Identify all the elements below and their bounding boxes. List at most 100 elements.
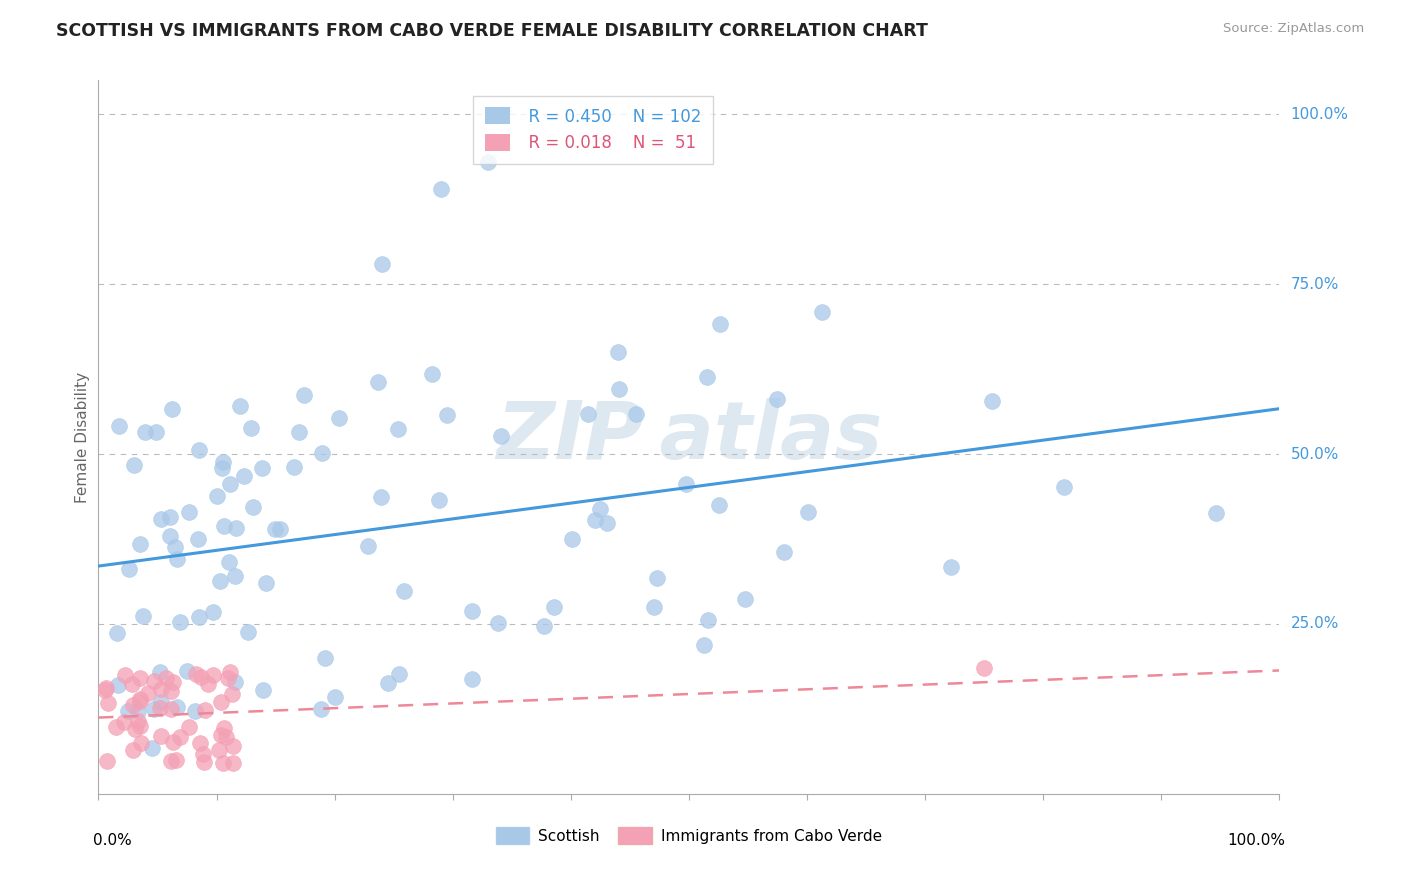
Text: SCOTTISH VS IMMIGRANTS FROM CABO VERDE FEMALE DISABILITY CORRELATION CHART: SCOTTISH VS IMMIGRANTS FROM CABO VERDE F… bbox=[56, 22, 928, 40]
Point bbox=[218, 555, 240, 569]
Point bbox=[149, 511, 172, 525]
Point bbox=[142, 702, 165, 716]
Point bbox=[94, 683, 117, 698]
Point bbox=[155, 672, 177, 686]
Point bbox=[811, 305, 834, 319]
Point bbox=[149, 665, 172, 679]
Point bbox=[460, 673, 482, 687]
Point bbox=[176, 665, 198, 679]
Point bbox=[127, 714, 149, 729]
Point bbox=[142, 673, 165, 688]
Point bbox=[136, 686, 159, 700]
Point bbox=[217, 671, 239, 685]
Point bbox=[112, 714, 135, 729]
Point bbox=[420, 367, 443, 381]
Point bbox=[128, 536, 150, 550]
Point bbox=[169, 615, 191, 629]
Point bbox=[162, 735, 184, 749]
Point bbox=[159, 683, 181, 698]
Point bbox=[766, 392, 789, 406]
Text: 100.0%: 100.0% bbox=[1227, 833, 1285, 848]
Point bbox=[626, 407, 648, 421]
Text: 50.0%: 50.0% bbox=[1291, 447, 1339, 461]
Point bbox=[543, 600, 565, 615]
Point bbox=[183, 704, 205, 718]
Text: ZIP atlas: ZIP atlas bbox=[496, 398, 882, 476]
Point bbox=[97, 696, 120, 710]
Point bbox=[1053, 480, 1076, 494]
Point bbox=[212, 455, 235, 469]
Point bbox=[193, 747, 215, 761]
Point bbox=[121, 698, 143, 712]
Point bbox=[166, 552, 188, 566]
Point bbox=[159, 754, 181, 768]
Point bbox=[283, 460, 305, 475]
Point bbox=[188, 443, 211, 458]
Point bbox=[461, 604, 484, 618]
Point bbox=[288, 425, 311, 439]
Point bbox=[533, 619, 555, 633]
Point bbox=[124, 723, 146, 737]
Point bbox=[311, 702, 333, 716]
Point bbox=[477, 154, 499, 169]
Point bbox=[169, 730, 191, 744]
Point bbox=[980, 393, 1002, 408]
Point bbox=[225, 521, 247, 535]
Point bbox=[160, 702, 183, 716]
Point bbox=[430, 182, 453, 196]
Point bbox=[121, 743, 143, 757]
Point bbox=[370, 490, 392, 504]
Point bbox=[129, 671, 152, 685]
Point bbox=[141, 740, 163, 755]
Point bbox=[1205, 506, 1227, 520]
Point bbox=[709, 318, 731, 332]
Point bbox=[589, 501, 612, 516]
Point bbox=[436, 408, 458, 422]
Point bbox=[132, 608, 155, 623]
Point bbox=[576, 407, 599, 421]
Point bbox=[707, 498, 730, 512]
Point bbox=[314, 651, 336, 665]
Legend: Scottish, Immigrants from Cabo Verde: Scottish, Immigrants from Cabo Verde bbox=[489, 821, 889, 850]
Point bbox=[134, 425, 156, 439]
Point bbox=[214, 722, 236, 736]
Point bbox=[149, 695, 172, 709]
Point bbox=[202, 605, 225, 619]
Point bbox=[675, 477, 697, 491]
Point bbox=[219, 665, 242, 680]
Text: 75.0%: 75.0% bbox=[1291, 277, 1339, 292]
Point bbox=[693, 638, 716, 652]
Point bbox=[219, 476, 242, 491]
Point bbox=[194, 703, 217, 717]
Point bbox=[215, 730, 238, 744]
Point bbox=[128, 692, 150, 706]
Text: Source: ZipAtlas.com: Source: ZipAtlas.com bbox=[1223, 22, 1364, 36]
Point bbox=[328, 411, 350, 425]
Point bbox=[177, 505, 200, 519]
Point bbox=[607, 345, 630, 359]
Point bbox=[392, 583, 415, 598]
Point bbox=[645, 570, 668, 584]
Point bbox=[773, 545, 796, 559]
Point bbox=[939, 560, 962, 574]
Point bbox=[193, 755, 215, 769]
Point bbox=[207, 743, 229, 757]
Point bbox=[596, 516, 619, 530]
Point bbox=[256, 576, 278, 591]
Point bbox=[165, 753, 187, 767]
Point bbox=[491, 429, 513, 443]
Point bbox=[269, 522, 291, 536]
Point bbox=[239, 421, 262, 435]
Point bbox=[145, 425, 167, 439]
Point bbox=[221, 687, 243, 701]
Point bbox=[186, 666, 208, 681]
Text: 0.0%: 0.0% bbox=[93, 833, 131, 848]
Text: 100.0%: 100.0% bbox=[1291, 107, 1348, 122]
Point bbox=[377, 676, 399, 690]
Point bbox=[190, 670, 212, 684]
Point bbox=[607, 382, 630, 396]
Point bbox=[250, 461, 273, 475]
Point bbox=[697, 613, 720, 627]
Point bbox=[197, 676, 219, 690]
Point bbox=[108, 419, 131, 434]
